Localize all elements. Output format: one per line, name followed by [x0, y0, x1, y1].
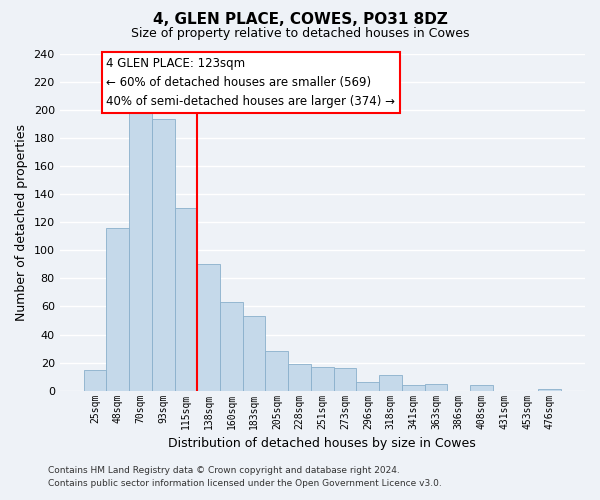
Bar — [379, 375, 402, 390]
Bar — [311, 367, 334, 390]
Text: 4, GLEN PLACE, COWES, PO31 8DZ: 4, GLEN PLACE, COWES, PO31 8DZ — [152, 12, 448, 28]
Bar — [356, 382, 379, 390]
Bar — [106, 228, 129, 390]
Text: Contains HM Land Registry data © Crown copyright and database right 2024.
Contai: Contains HM Land Registry data © Crown c… — [48, 466, 442, 487]
Bar — [220, 302, 243, 390]
Bar — [402, 385, 425, 390]
Text: 4 GLEN PLACE: 123sqm
← 60% of detached houses are smaller (569)
40% of semi-deta: 4 GLEN PLACE: 123sqm ← 60% of detached h… — [106, 57, 395, 108]
Bar — [265, 352, 288, 391]
Bar — [334, 368, 356, 390]
Text: Size of property relative to detached houses in Cowes: Size of property relative to detached ho… — [131, 28, 469, 40]
Bar — [538, 389, 561, 390]
Y-axis label: Number of detached properties: Number of detached properties — [15, 124, 28, 321]
Bar — [175, 208, 197, 390]
Bar — [83, 370, 106, 390]
Bar — [425, 384, 448, 390]
Bar — [197, 264, 220, 390]
Bar — [243, 316, 265, 390]
X-axis label: Distribution of detached houses by size in Cowes: Distribution of detached houses by size … — [169, 437, 476, 450]
Bar — [470, 385, 493, 390]
Bar — [129, 113, 152, 390]
Bar — [152, 118, 175, 390]
Bar — [288, 364, 311, 390]
